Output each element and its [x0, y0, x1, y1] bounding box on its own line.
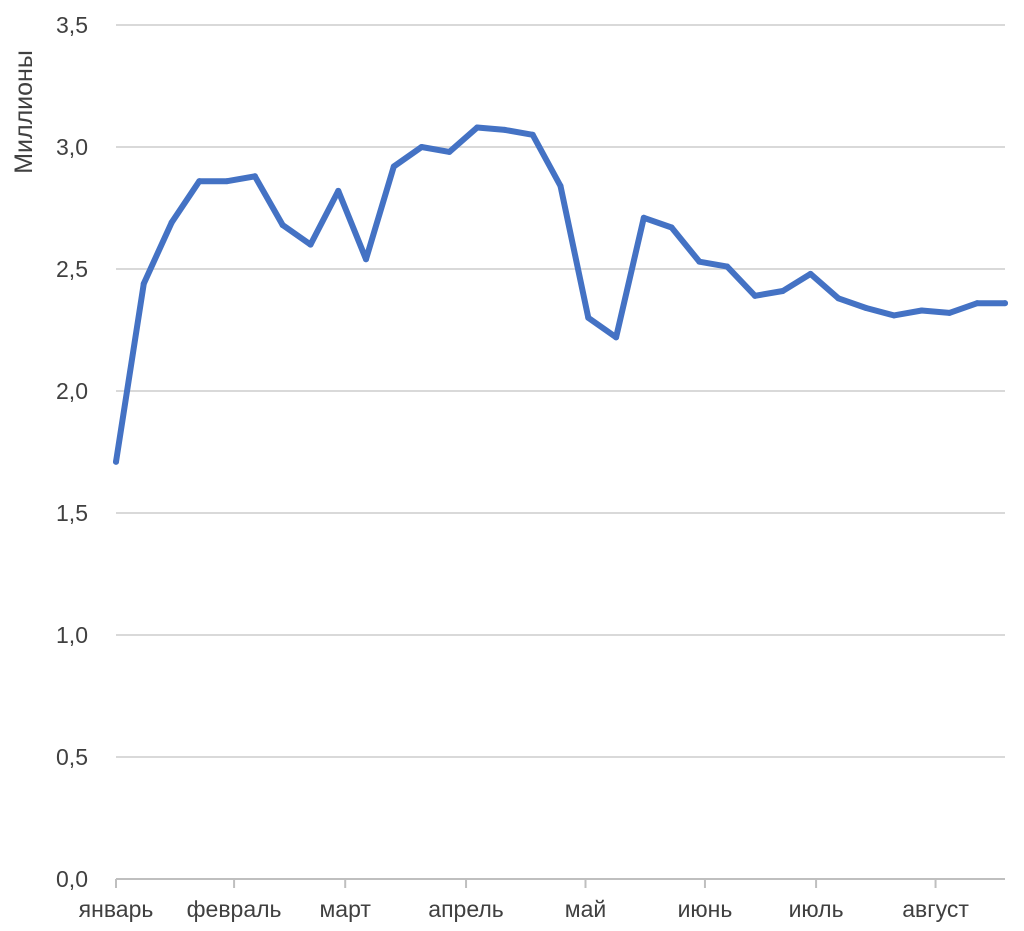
- y-tick-label: 1,0: [56, 622, 88, 648]
- data-point: [863, 305, 870, 312]
- y-tick-label: 2,0: [56, 378, 88, 404]
- data-point: [585, 314, 592, 321]
- data-point: [529, 131, 536, 138]
- data-point: [251, 173, 258, 180]
- data-point: [918, 307, 925, 314]
- series-layer: [113, 124, 1008, 465]
- gridlines: [116, 24, 1005, 758]
- data-point: [474, 124, 481, 131]
- data-point: [335, 187, 342, 194]
- data-point: [1002, 300, 1008, 307]
- x-tick-label: февраль: [187, 896, 282, 922]
- x-tick-label: июнь: [678, 896, 733, 922]
- x-tick-label: март: [319, 896, 371, 922]
- data-point: [279, 222, 286, 229]
- data-point: [446, 148, 453, 155]
- y-axis: 0,0 0,5 1,0 1,5 2,0 2,5 3,0 3,5: [56, 12, 88, 892]
- y-tick-label: 0,0: [56, 866, 88, 892]
- x-tick-label: апрель: [428, 896, 503, 922]
- data-point: [307, 241, 314, 248]
- y-tick-label: 3,5: [56, 12, 88, 38]
- x-tick-label: январь: [79, 896, 154, 922]
- data-point: [418, 144, 425, 150]
- data-point: [668, 224, 675, 231]
- data-point: [113, 458, 119, 465]
- y-tick-label: 3,0: [56, 134, 88, 160]
- data-point: [363, 256, 370, 263]
- x-tick-labels: январь февраль март апрель май июнь июль август: [79, 896, 970, 922]
- x-axis: [115, 878, 1005, 888]
- data-point: [946, 309, 953, 316]
- data-point: [890, 312, 897, 319]
- data-point: [640, 214, 647, 221]
- data-point: [974, 300, 981, 307]
- y-tick-label: 2,5: [56, 256, 88, 282]
- data-point: [613, 334, 620, 341]
- series-line: [113, 124, 1008, 465]
- data-point: [751, 292, 758, 299]
- x-tick-label: август: [902, 896, 969, 922]
- data-point: [168, 219, 175, 226]
- data-point: [807, 270, 814, 277]
- data-point: [501, 126, 508, 133]
- data-point: [779, 287, 786, 294]
- data-point: [557, 183, 564, 190]
- data-point: [390, 163, 397, 170]
- y-axis-label: Миллионы: [10, 50, 38, 174]
- x-tick-label: июль: [789, 896, 844, 922]
- x-tick-label: май: [565, 896, 606, 922]
- data-point: [140, 280, 147, 287]
- data-point: [196, 178, 203, 185]
- data-point: [224, 178, 231, 185]
- y-tick-label: 1,5: [56, 500, 88, 526]
- y-tick-label: 0,5: [56, 744, 88, 770]
- data-point: [696, 258, 703, 265]
- data-point: [724, 263, 731, 270]
- data-point: [835, 295, 842, 302]
